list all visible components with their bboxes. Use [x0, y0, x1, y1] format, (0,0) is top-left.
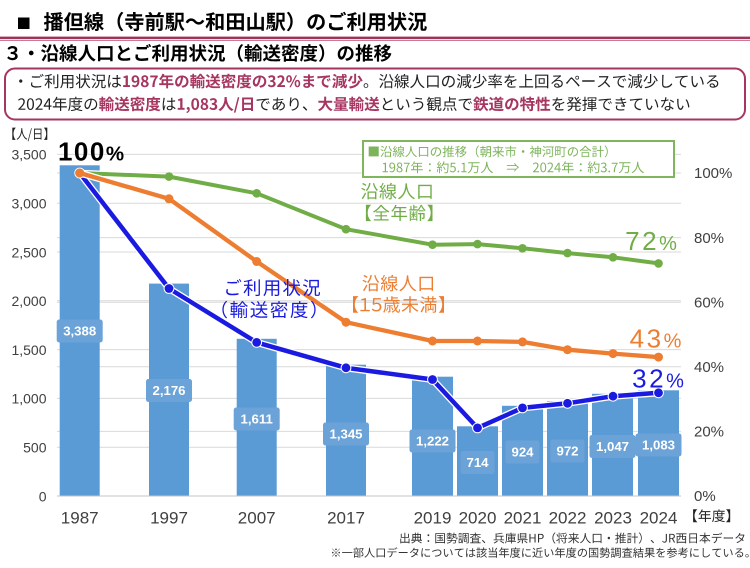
- svg-text:60%: 60%: [694, 294, 724, 311]
- svg-text:2,176: 2,176: [152, 383, 185, 398]
- svg-text:2023: 2023: [594, 509, 632, 528]
- svg-text:1,611: 1,611: [241, 412, 273, 427]
- svg-text:0: 0: [39, 488, 47, 504]
- svg-text:2022: 2022: [549, 509, 587, 528]
- svg-text:1,500: 1,500: [11, 342, 46, 358]
- svg-text:714: 714: [466, 455, 489, 470]
- svg-text:40%: 40%: [694, 359, 724, 376]
- svg-text:924: 924: [511, 445, 534, 460]
- svg-text:1987: 1987: [61, 509, 99, 528]
- svg-text:2021: 2021: [504, 509, 542, 528]
- svg-text:20%: 20%: [694, 424, 724, 441]
- svg-text:100%: 100%: [694, 165, 732, 182]
- svg-text:0%: 0%: [694, 488, 716, 505]
- svg-text:2024: 2024: [640, 509, 678, 528]
- svg-text:1,083: 1,083: [642, 438, 675, 453]
- svg-text:3,388: 3,388: [63, 324, 96, 339]
- svg-text:2019: 2019: [414, 509, 452, 528]
- svg-text:1,000: 1,000: [11, 391, 46, 407]
- svg-text:2007: 2007: [238, 509, 276, 528]
- svg-text:2020: 2020: [459, 509, 497, 528]
- svg-text:2017: 2017: [327, 509, 365, 528]
- svg-text:80%: 80%: [694, 230, 724, 247]
- svg-text:1997: 1997: [150, 509, 188, 528]
- svg-text:500: 500: [23, 440, 47, 456]
- svg-text:2,000: 2,000: [11, 293, 46, 309]
- svg-text:2,500: 2,500: [11, 244, 46, 260]
- svg-text:3,000: 3,000: [11, 196, 46, 212]
- svg-text:1,047: 1,047: [596, 439, 629, 454]
- svg-text:1,222: 1,222: [416, 434, 449, 449]
- svg-text:1,345: 1,345: [329, 427, 362, 442]
- svg-text:3,500: 3,500: [11, 147, 46, 163]
- svg-text:972: 972: [556, 444, 578, 459]
